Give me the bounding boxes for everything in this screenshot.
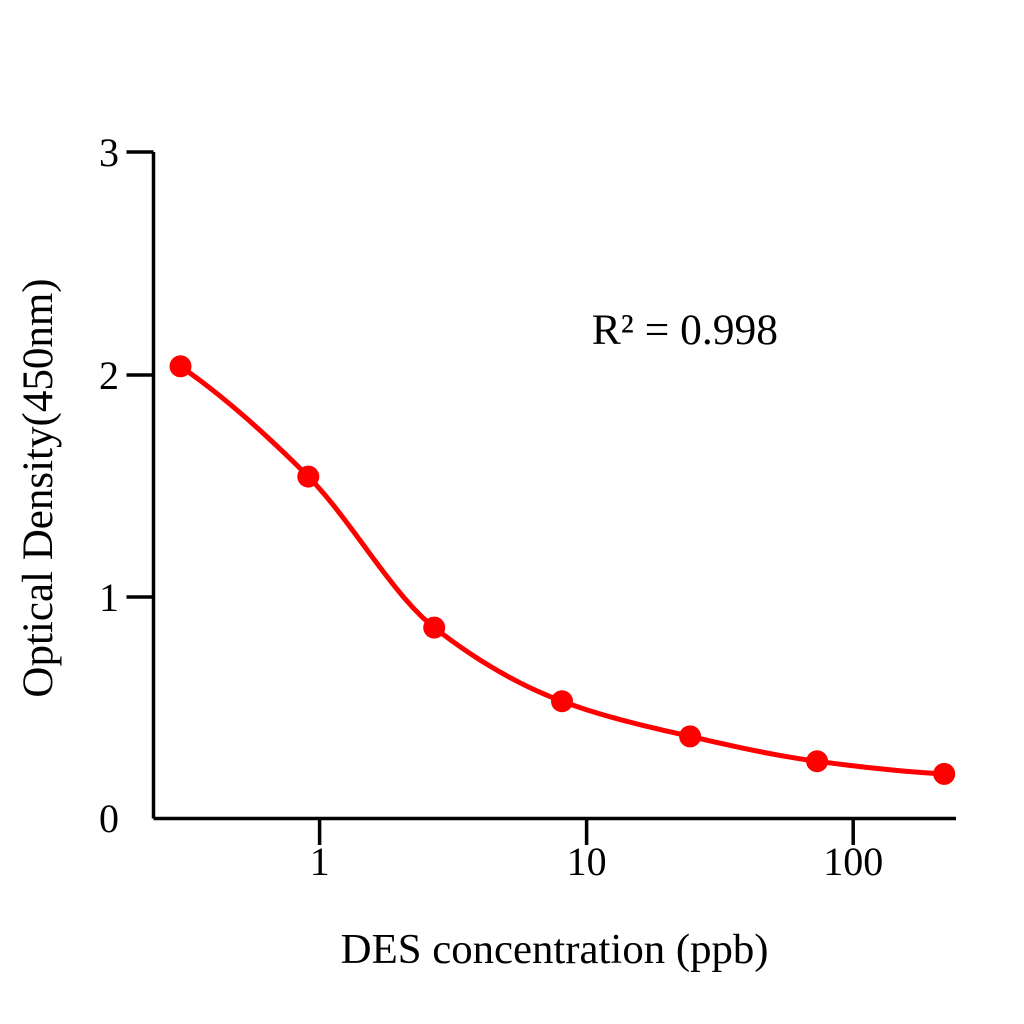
svg-text:1: 1 [99, 575, 119, 620]
svg-text:Optical Density(450nm): Optical Density(450nm) [15, 278, 62, 697]
svg-text:R² = 0.998: R² = 0.998 [592, 306, 778, 354]
svg-text:3: 3 [99, 130, 119, 175]
svg-text:0: 0 [99, 796, 119, 841]
svg-text:10: 10 [567, 839, 607, 884]
svg-text:2: 2 [99, 353, 119, 398]
svg-text:1: 1 [310, 839, 330, 884]
svg-text:DES concentration (ppb): DES concentration (ppb) [341, 926, 769, 973]
svg-text:100: 100 [823, 839, 883, 884]
